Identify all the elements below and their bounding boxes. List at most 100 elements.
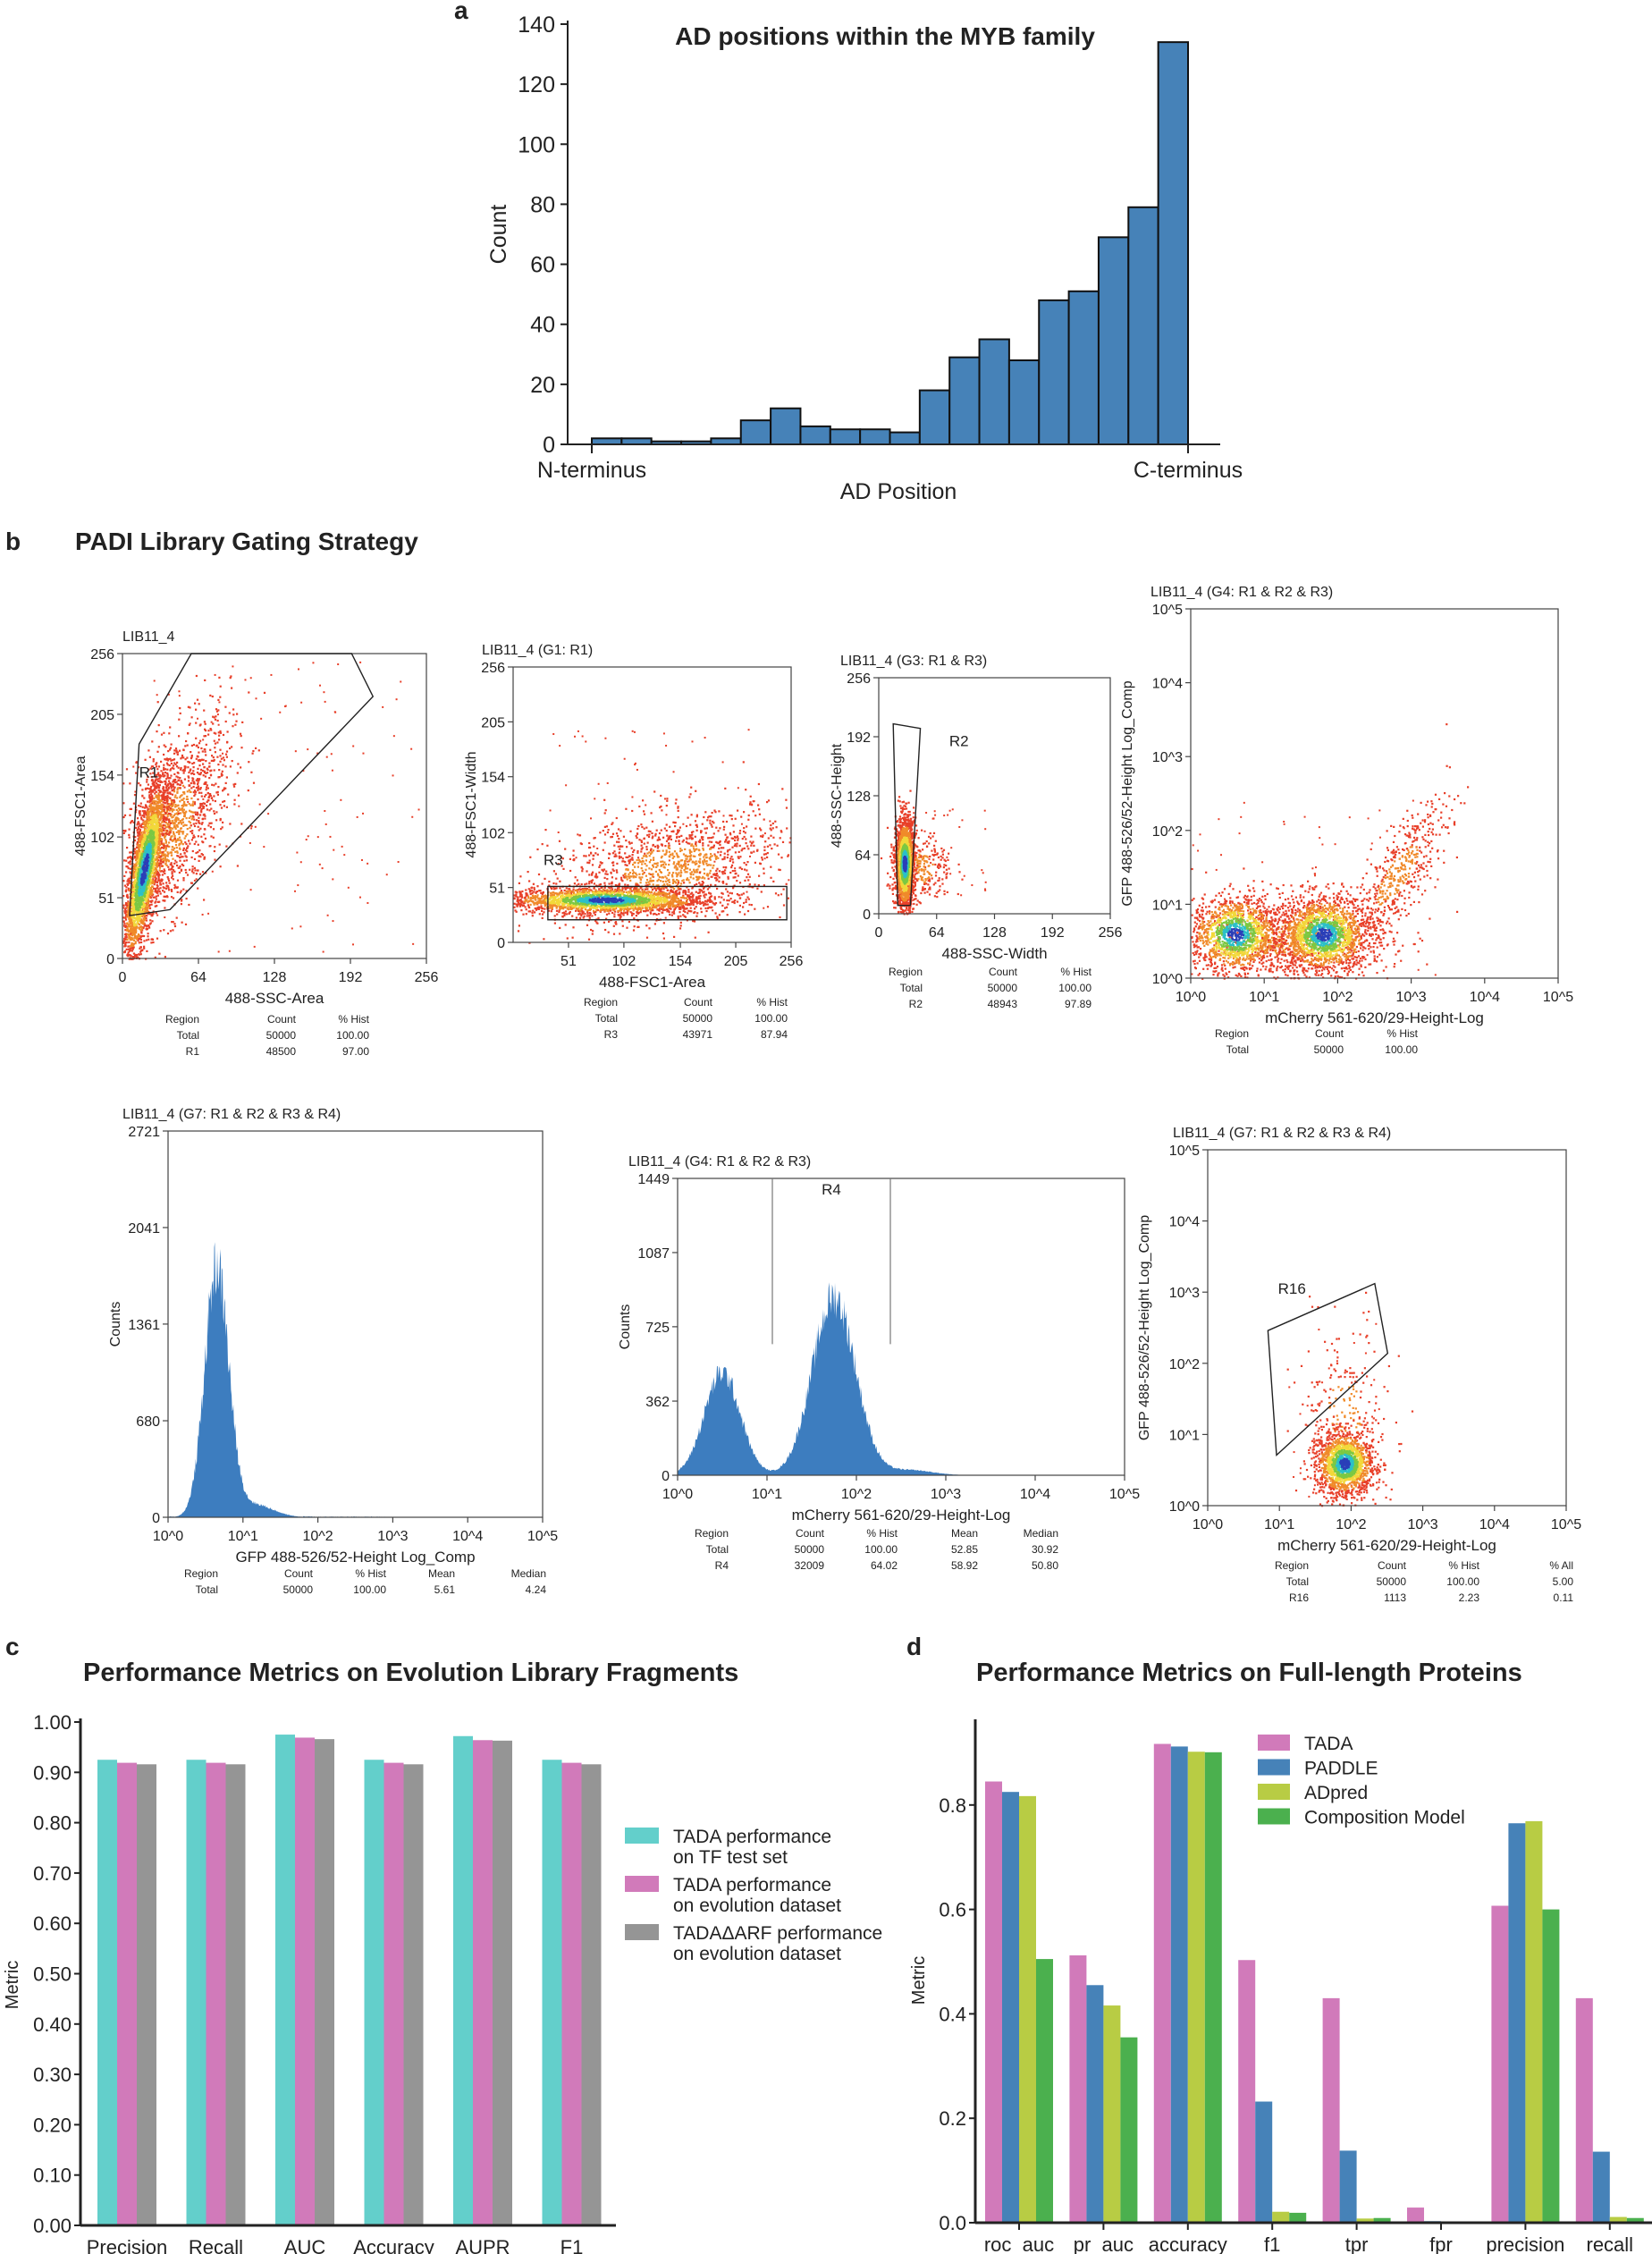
scatter-point [171,865,174,868]
scatter-point [258,803,261,806]
scatter-point [754,815,757,817]
scatter-point [187,732,190,735]
scatter-point [178,842,181,846]
x-tick-label: 256 [415,970,439,985]
scatter-point [193,801,196,804]
scatter-point [181,899,183,901]
scatter-point [123,950,127,952]
scatter-point [676,836,678,839]
scatter-point [217,776,220,779]
scatter-point [149,913,152,916]
scatter-point [146,781,148,783]
scatter-point [184,758,187,761]
scatter-point [141,949,144,952]
scatter-point [148,923,151,925]
scatter-point [732,824,735,827]
scatter-point [161,852,164,855]
scatter-point [203,828,206,831]
scatter-point [153,862,156,865]
scatter-point [141,833,144,836]
scatter-point [209,694,212,696]
scatter-point [564,924,567,926]
scatter-point [156,856,158,858]
scatter-point [169,807,172,810]
scatter-point [517,930,520,933]
scatter-point [161,851,164,854]
scatter-point [141,887,144,890]
scatter-point [709,822,712,824]
scatter-point [743,862,746,865]
scatter-point [190,797,193,800]
scatter-point [231,687,233,689]
scatter-point [233,785,236,788]
scatter-point [122,782,125,785]
scatter-point [723,825,726,828]
scatter-point [606,878,609,881]
scatter-point [132,802,135,805]
scatter-point [565,784,568,787]
scatter-point [240,823,243,825]
scatter-point [164,855,167,857]
histogram-bar [1067,290,1100,445]
scatter-point [150,805,153,807]
scatter-point [577,882,580,885]
scatter-point [172,758,174,762]
scatter-point [185,823,188,827]
scatter-point [204,815,206,817]
scatter-point [167,786,170,789]
scatter-point [173,788,175,790]
scatter-point [128,877,131,880]
scatter-point [172,869,175,872]
scatter-point [220,757,223,760]
scatter-point [672,771,675,773]
scatter-point [611,852,614,855]
scatter-point [137,766,140,769]
scatter-point [164,849,167,852]
scatter-point [137,826,139,829]
scatter-point [215,791,218,794]
scatter-point [757,782,760,786]
scatter-point [700,832,703,834]
scatter-point [202,798,205,800]
scatter-point [181,921,183,924]
scatter-point [123,859,126,862]
scatter-point [221,770,223,772]
y-axis-label: 488-FSC1-Area [73,756,88,856]
scatter-point [147,783,149,786]
scatter-point [732,876,735,879]
scatter-point [168,748,172,751]
scatter-point [197,825,199,828]
scatter-point [143,940,146,942]
scatter-point [144,863,147,865]
scatter-point [175,820,178,823]
scatter-point [724,833,727,836]
x-tick-label: C-terminus [1134,458,1243,483]
scatter-point [190,772,193,775]
scatter-point [220,806,223,809]
scatter-point [630,841,633,844]
scatter-point [687,816,689,819]
scatter-point [149,818,152,821]
scatter-point [164,858,167,861]
scatter-point [780,857,783,859]
scatter-point [206,799,209,802]
scatter-point [142,889,145,891]
scatter-point [128,933,131,936]
scatter-point [612,861,615,864]
scatter-point [666,799,669,802]
scatter-point [193,818,196,821]
scatter-point [189,868,191,871]
scatter-point [206,772,209,774]
scatter-point [173,767,175,770]
scatter-point [138,847,140,849]
scatter-point [166,789,169,791]
scatter-point [648,833,651,836]
scatter-point [678,911,681,914]
scatter-point [587,938,591,941]
scatter-point [185,871,188,874]
scatter-point [148,900,150,903]
scatter-point [603,868,606,871]
scatter-point [172,848,175,851]
scatter-point [217,698,220,701]
scatter-point [752,810,754,813]
